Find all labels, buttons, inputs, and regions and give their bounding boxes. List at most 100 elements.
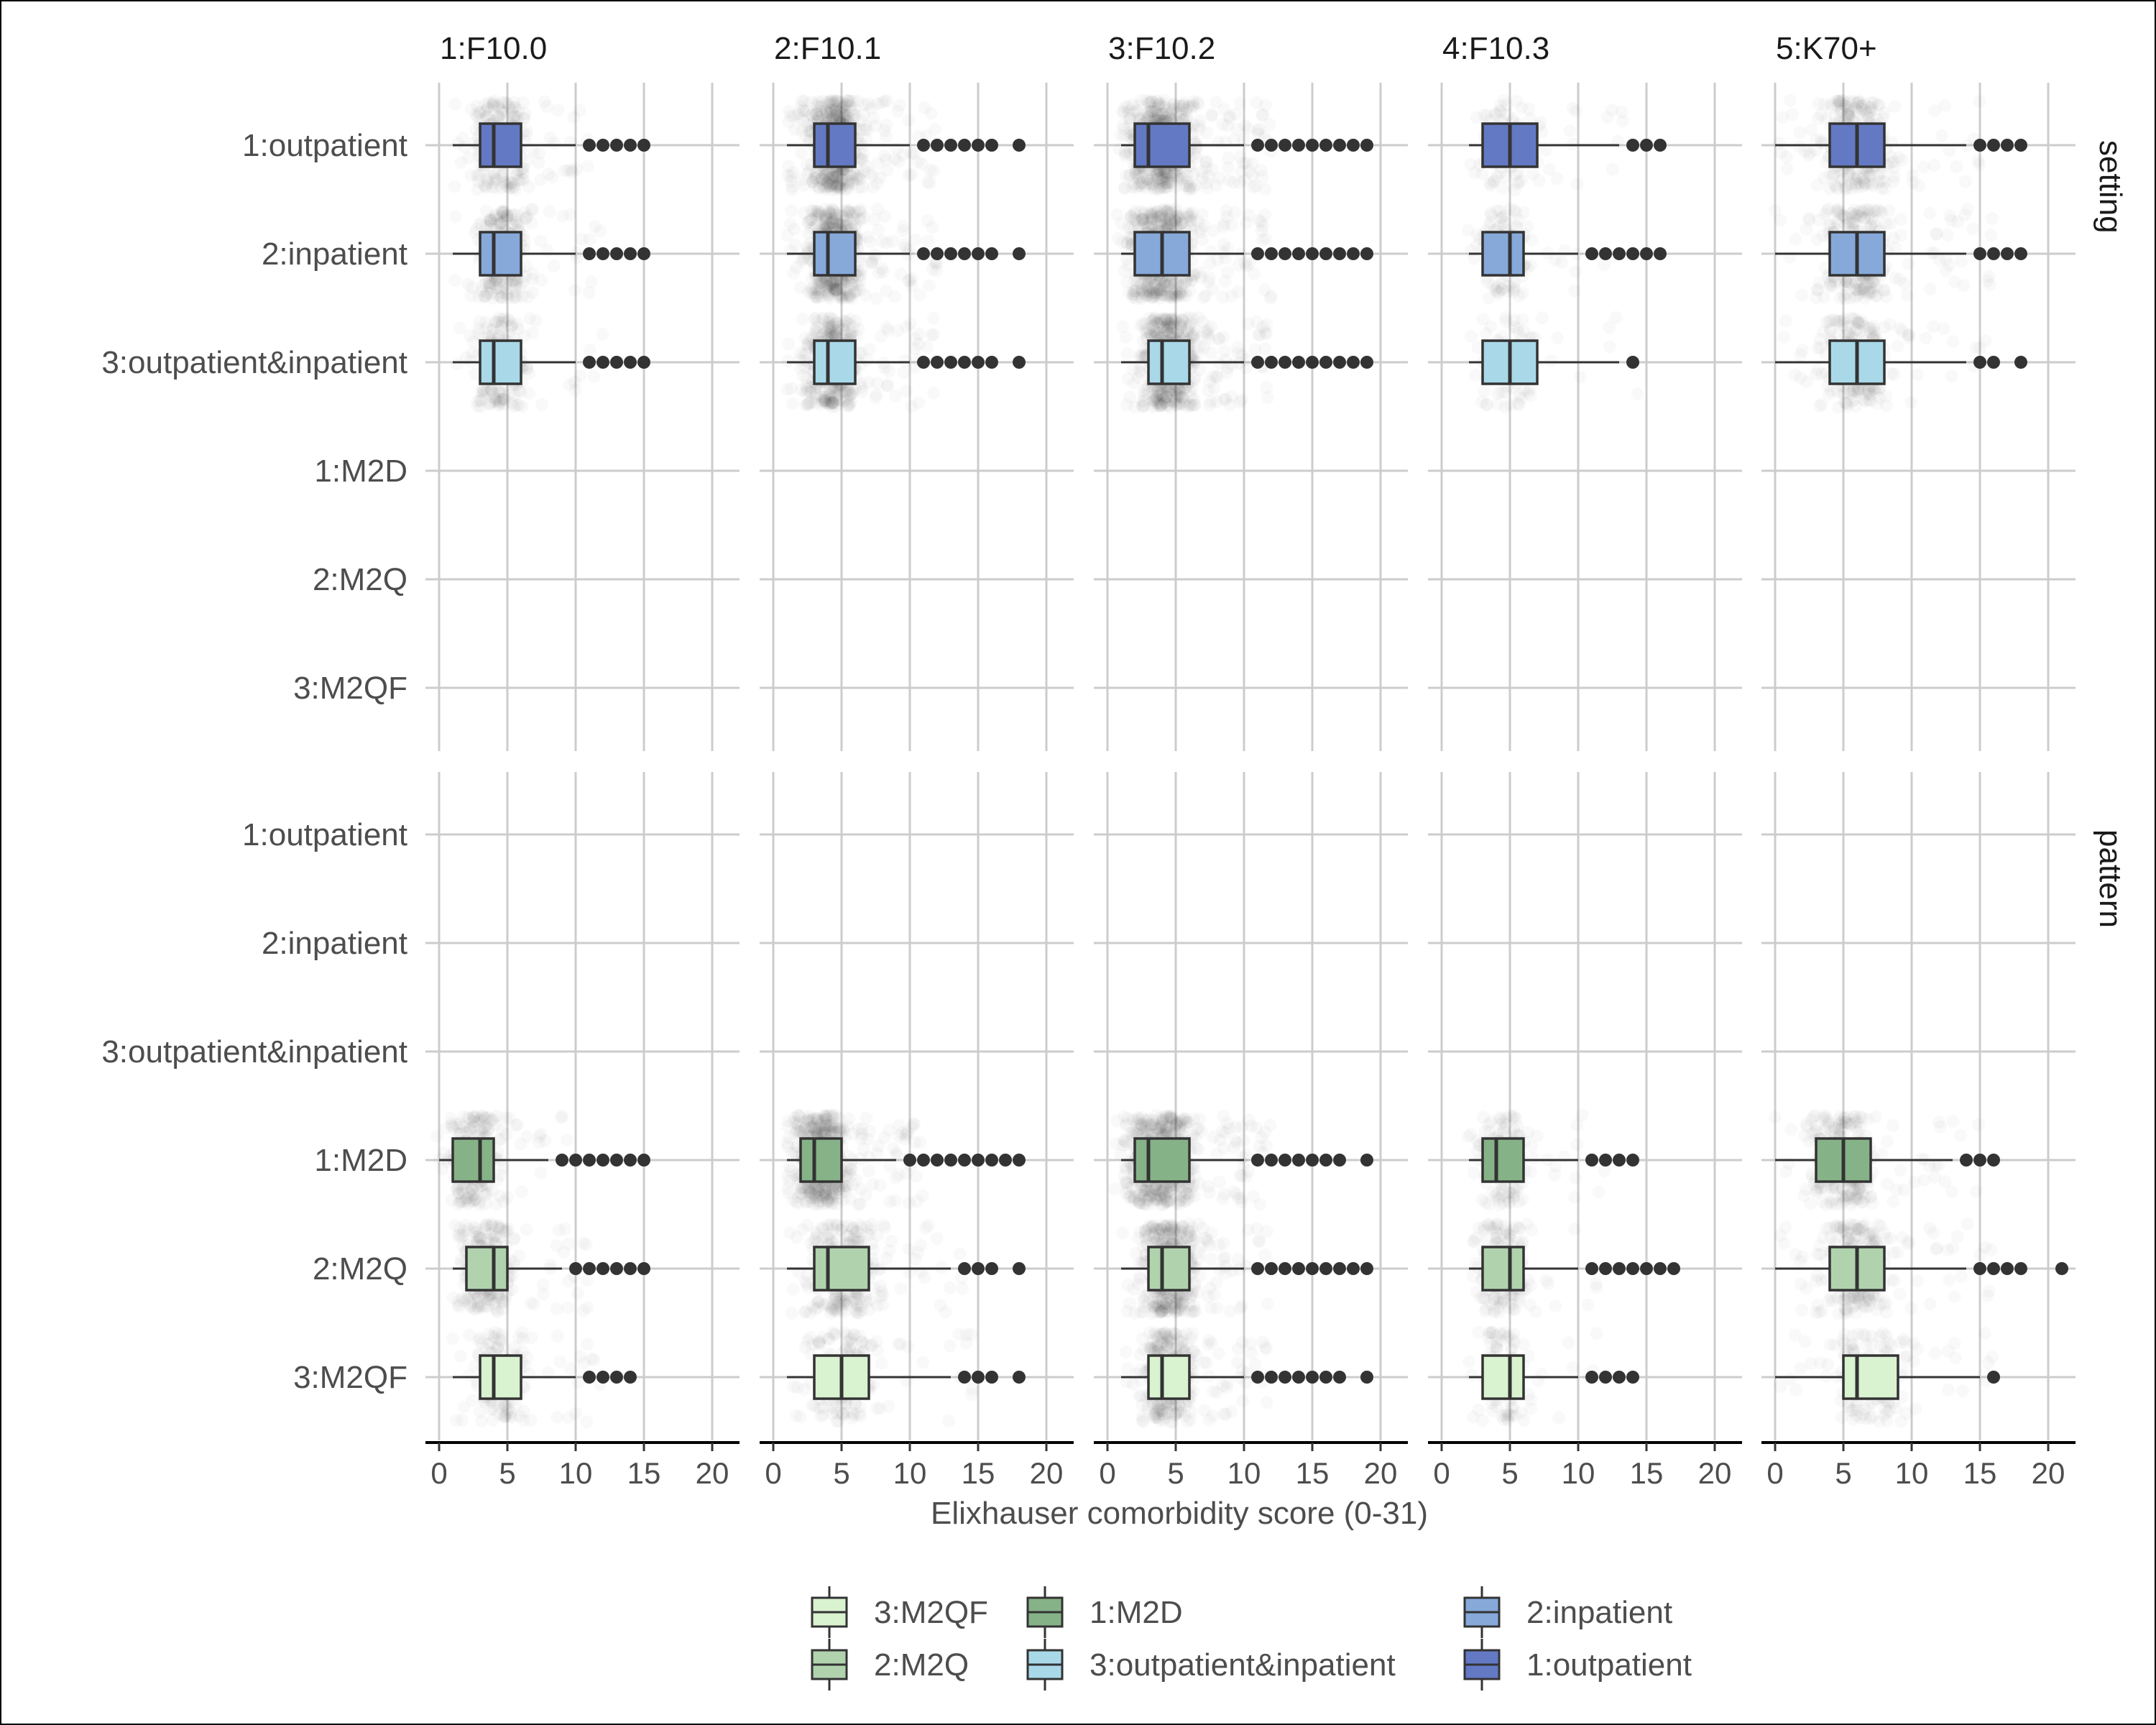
jitter-point — [1615, 106, 1628, 119]
jitter-point — [1570, 265, 1583, 278]
jitter-point — [449, 211, 462, 224]
jitter-point — [1512, 289, 1525, 302]
jitter-point — [476, 279, 489, 292]
jitter-point — [1551, 172, 1564, 185]
jitter-point — [1813, 400, 1826, 413]
jitter-point — [1969, 341, 1982, 354]
jitter-point — [1832, 315, 1845, 328]
jitter-point — [1136, 400, 1149, 413]
jitter-point — [809, 205, 822, 218]
jitter-point — [506, 318, 519, 331]
jitter-point — [1159, 206, 1172, 218]
jitter-point — [1480, 398, 1493, 411]
jitter-point — [1951, 216, 1964, 229]
jitter-point — [1774, 213, 1787, 226]
jitter-point — [795, 147, 808, 160]
jitter-point — [1878, 283, 1891, 296]
jitter-point — [835, 106, 848, 119]
jitter-point — [451, 357, 464, 370]
jitter-point — [1948, 275, 1961, 288]
jitter-point — [1834, 96, 1847, 109]
jitter-point — [448, 98, 461, 111]
jitter-point — [1184, 214, 1197, 227]
jitter-point — [875, 235, 888, 248]
jitter-point — [1206, 282, 1219, 295]
jitter-point — [1229, 108, 1242, 121]
jitter-point — [1773, 137, 1786, 150]
jitter-point — [543, 205, 556, 218]
jitter-point — [568, 284, 581, 297]
jitter-point — [927, 387, 940, 400]
jitter-point — [821, 391, 834, 404]
jitter-point — [585, 275, 598, 288]
jitter-point — [1795, 289, 1808, 302]
jitter-point — [788, 223, 801, 236]
jitter-point — [1221, 211, 1234, 224]
jitter-point — [1864, 394, 1877, 407]
jitter-point — [1884, 217, 1897, 230]
jitter-point — [1141, 173, 1154, 186]
jitter-point — [535, 398, 548, 411]
jitter-point — [1491, 397, 1504, 410]
jitter-point — [880, 285, 893, 298]
jitter-point — [1218, 344, 1231, 357]
jitter-point — [1887, 162, 1900, 175]
jitter-point — [926, 221, 939, 234]
jitter-point — [798, 354, 811, 367]
jitter-point — [863, 343, 876, 356]
jitter-point — [1631, 387, 1644, 400]
jitter-point — [526, 267, 539, 280]
jitter-point — [1841, 106, 1854, 119]
jitter-point — [844, 387, 857, 400]
jitter-point — [1260, 381, 1273, 394]
jitter-point — [878, 210, 891, 223]
jitter-point — [1924, 282, 1937, 295]
jitter-point — [1518, 383, 1531, 396]
jitter-point — [881, 164, 894, 177]
jitter-point — [1849, 177, 1862, 190]
jitter-point — [795, 255, 808, 268]
jitter-point — [829, 279, 842, 292]
jitter-point — [495, 286, 508, 299]
jitter-point — [1601, 111, 1614, 124]
jitter-point — [808, 287, 821, 300]
jitter-point — [1250, 96, 1263, 109]
jitter-point — [880, 321, 893, 334]
jitter-point — [925, 328, 938, 341]
jitter-point — [824, 95, 837, 108]
jitter-point — [1128, 208, 1141, 221]
panel-2-4 — [1428, 772, 1742, 1440]
jitter-point — [556, 210, 569, 223]
panels-layer — [425, 83, 2076, 1440]
jitter-point — [448, 274, 461, 287]
jitter-point — [514, 281, 527, 294]
jitter-point — [1796, 344, 1809, 357]
jitter-point — [567, 111, 580, 124]
jitter-point — [801, 398, 814, 411]
jitter-point — [1136, 318, 1149, 331]
jitter-point — [1478, 109, 1491, 121]
jitter-point — [1574, 371, 1587, 384]
jitter-point — [1134, 349, 1147, 362]
jitter-point — [1779, 315, 1792, 328]
jitter-point — [1487, 176, 1500, 189]
jitter-point — [1780, 150, 1793, 163]
jitter-point — [1255, 224, 1268, 237]
jitter-point — [1959, 175, 1972, 188]
jitter-point — [926, 263, 939, 276]
jitter-point — [899, 241, 912, 254]
jitter-point — [782, 337, 795, 350]
jitter-point — [1203, 399, 1216, 412]
jitter-point — [1781, 162, 1794, 175]
jitter-point — [859, 98, 872, 111]
jitter-point — [865, 254, 878, 267]
jitter-point — [1928, 104, 1941, 117]
jitter-point — [817, 313, 830, 326]
jitter-point — [506, 107, 519, 120]
jitter-point — [1812, 97, 1825, 110]
jitter-point — [1219, 136, 1232, 149]
jitter-point — [1194, 226, 1207, 239]
jitter-point — [522, 210, 535, 223]
panel-2-1 — [425, 772, 740, 1440]
jitter-point — [575, 233, 588, 246]
